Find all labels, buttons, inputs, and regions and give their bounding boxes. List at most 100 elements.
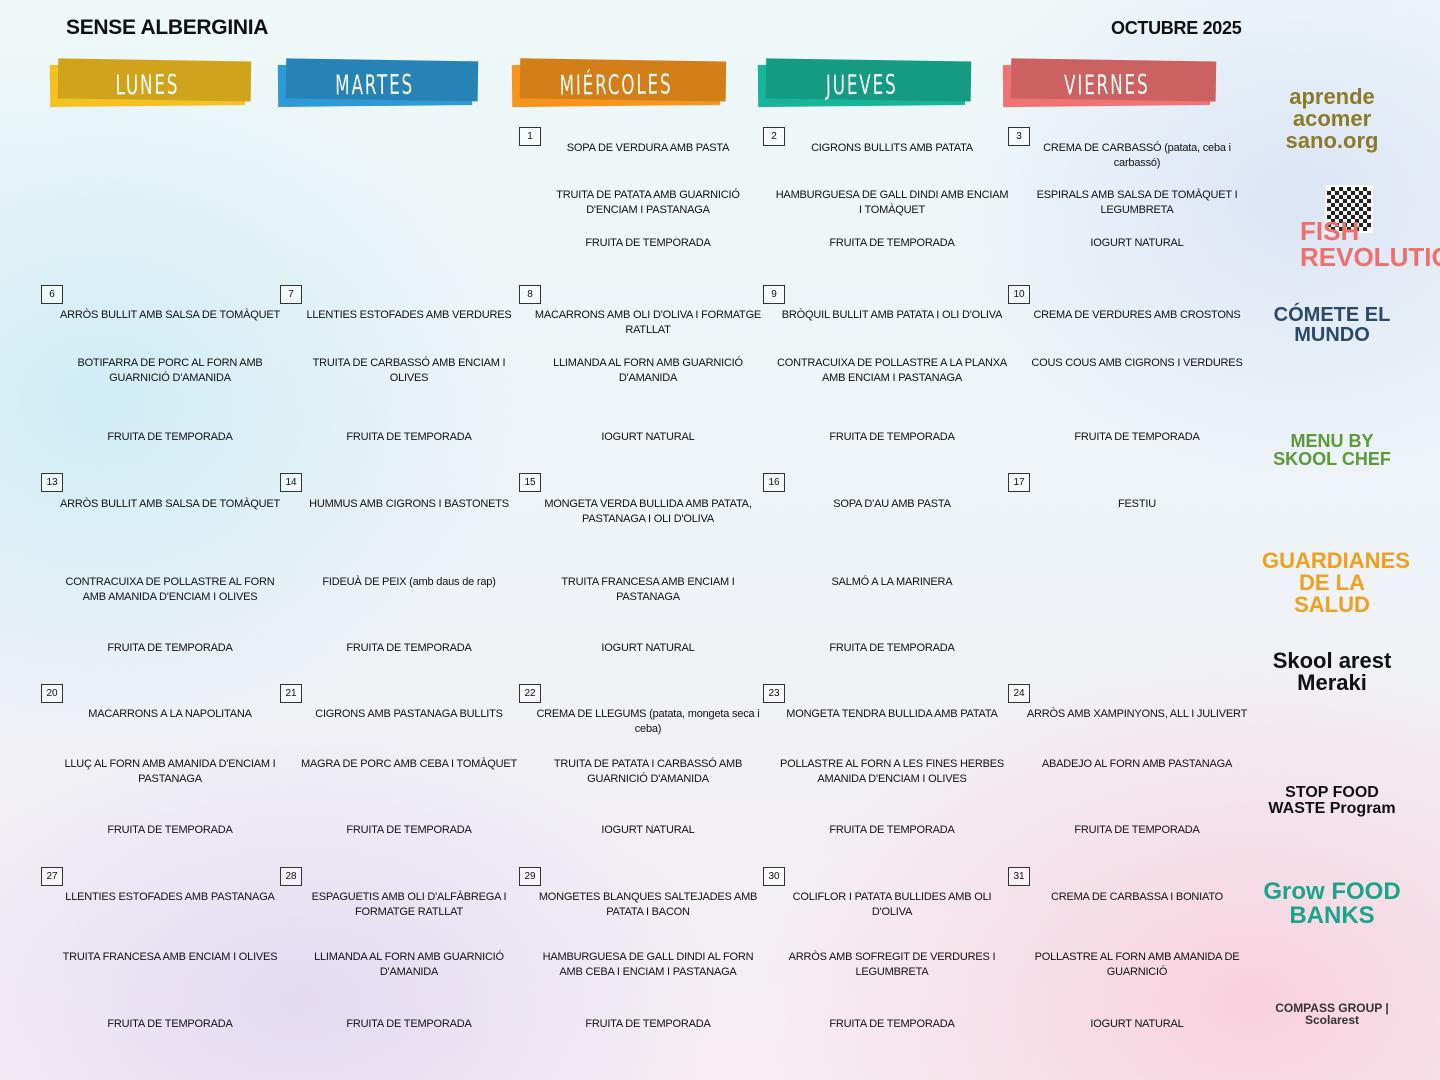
dish: FRUITA DE TEMPORADA [829, 431, 955, 443]
dish: COUS COUS AMB CIGRONS I VERDURES [1031, 357, 1243, 369]
dish: CREMA DE CARBASSÓ (patata, ceba i carbas… [1043, 142, 1231, 169]
dish: CREMA DE LLEGUMS (patata, mongeta seca i… [536, 708, 760, 735]
day-number: 22 [519, 684, 541, 703]
dish: FESTIU [1118, 498, 1156, 510]
day-number: 3 [1008, 127, 1030, 146]
dish: MONGETA VERDA BULLIDA AMB PATATA, PASTAN… [544, 498, 752, 525]
day-cell: 6 ARRÒS BULLIT AMB SALSA DE TOMÀQUET BOTIF… [41, 285, 281, 465]
day-cell: 15 MONGETA VERDA BULLIDA AMB PATATA, PAST… [519, 473, 759, 654]
weekday-header-1: MARTES [277, 62, 473, 108]
month-label: OCTUBRE 2025 [1111, 18, 1242, 38]
partner-logo: Grow FOOD BANKS [1263, 878, 1401, 929]
day-number: 14 [280, 473, 302, 492]
dish: MACARRONS AMB OLI D'OLIVA I FORMATGE RAT… [534, 309, 762, 336]
weekday-label: VIERNES [1063, 69, 1150, 101]
day-cell: 17 FESTIU [1008, 473, 1248, 653]
dish: FRUITA DE TEMPORADA [107, 824, 233, 836]
dish: LLENTIES ESTOFADES AMB PASTANAGA [65, 891, 275, 903]
weekday-label: LUNES [115, 69, 180, 101]
dish: FRUITA DE TEMPORADA [585, 1018, 711, 1030]
dish: HAMBURGUESA DE GALL DINDI AL FORN AMB CE… [542, 951, 754, 978]
dish: FRUITA DE TEMPORADA [1074, 431, 1200, 443]
dish: FRUITA DE TEMPORADA [829, 1018, 955, 1030]
partner-logo: GUARDIANES DE LA SALUD [1262, 548, 1410, 617]
day-cell: 29 MONGETES BLANQUES SALTEJADES AMB PATAT… [519, 867, 759, 1047]
dish: FRUITA DE TEMPORADA [1074, 824, 1200, 836]
qr-code[interactable] [1325, 185, 1373, 233]
partner-logo: CÓMETE EL MUNDO [1273, 304, 1391, 346]
day-cell: 7 LLENTIES ESTOFADES AMB VERDURES TRUITA D… [280, 285, 520, 465]
dish: LLUÇ AL FORN AMB AMANIDA D'ENCIAM I PAST… [64, 758, 276, 785]
day-number: 21 [280, 684, 302, 703]
dish: SOPA D'AU AMB PASTA [833, 498, 951, 510]
day-number: 2 [763, 127, 785, 146]
dish: ARRÒS AMB SOFREGIT DE VERDURES I LEGUMBR… [788, 951, 996, 978]
day-number: 31 [1008, 867, 1030, 886]
day-cell: 10 CREMA DE VERDURES AMB CROSTONS COUS COU… [1008, 285, 1248, 465]
partner-logo: COMPASS GROUP | Scolarest [1275, 1001, 1389, 1027]
dish: FRUITA DE TEMPORADA [829, 642, 955, 654]
dish: ABADEJO AL FORN AMB PASTANAGA [1041, 758, 1233, 770]
dish: TRUITA FRANCESA AMB ENCIAM I OLIVES [62, 951, 278, 963]
day-cell: 28 ESPAGUETIS AMB OLI D'ALFÀBREGA I FORMA… [280, 867, 520, 1047]
dish: FRUITA DE TEMPORADA [346, 824, 472, 836]
weekday-label: JUEVES [825, 69, 898, 101]
dish: IOGURT NATURAL [1090, 1018, 1184, 1030]
dish: TRUITA DE PATATA I CARBASSÓ AMB GUARNICI… [553, 758, 743, 785]
dish: HUMMUS AMB CIGRONS I BASTONETS [309, 498, 509, 510]
dish: POLLASTRE AL FORN AMB AMANIDA DE GUARNIC… [1034, 951, 1240, 978]
dish: CONTRACUIXA DE POLLASTRE A LA PLANXA AMB… [777, 357, 1007, 384]
dish: CIGRONS AMB PASTANAGA BULLITS [315, 708, 503, 720]
day-cell: 21 CIGRONS AMB PASTANAGA BULLITS MAGRA DE … [280, 684, 520, 864]
dish: IOGURT NATURAL [601, 642, 695, 654]
dish: MONGETES BLANQUES SALTEJADES AMB PATATA … [538, 891, 758, 918]
day-cell: 8 MACARRONS AMB OLI D'OLIVA I FORMATGE RA… [519, 285, 761, 465]
weekday-label: MARTES [335, 69, 415, 101]
partner-logo: Skool arest Meraki [1272, 648, 1392, 695]
day-cell: 30 COLIFLOR I PATATA BULLIDES AMB OLI D'O… [763, 867, 1003, 1047]
dish: FRUITA DE TEMPORADA [829, 824, 955, 836]
day-number: 6 [41, 285, 63, 304]
dish: HAMBURGUESA DE GALL DINDI AMB ENCIAM I T… [775, 189, 1009, 216]
partner-logo: STOP FOOD WASTE Program [1268, 784, 1396, 817]
day-number: 13 [41, 473, 63, 492]
day-number: 23 [763, 684, 785, 703]
dish: ESPAGUETIS AMB OLI D'ALFÀBREGA I FORMATG… [311, 891, 507, 918]
day-cell: 1 SOPA DE VERDURA AMB PASTA TRUITA DE PATA… [519, 127, 759, 307]
dish: COLIFLOR I PATATA BULLIDES AMB OLI D'OLI… [792, 891, 992, 918]
dish: FIDEUÀ DE PEIX (amb daus de rap) [322, 576, 496, 588]
weekday-header-2: MIÉRCOLES [511, 62, 721, 108]
dish: CREMA DE CARBASSA I BONIATO [1050, 891, 1224, 903]
day-cell: 27 LLENTIES ESTOFADES AMB PASTANAGA TRUITA… [41, 867, 281, 1047]
day-number: 7 [280, 285, 302, 304]
day-cell: 31 CREMA DE CARBASSA I BONIATO POLLASTRE A… [1008, 867, 1248, 1047]
day-cell: 14 HUMMUS AMB CIGRONS I BASTONETS FIDEUÀ D… [280, 473, 520, 654]
weekday-label: MIÉRCOLES [559, 68, 673, 102]
weekday-header-0: LUNES [49, 62, 246, 108]
dish: FRUITA DE TEMPORADA [107, 431, 233, 443]
day-number: 16 [763, 473, 785, 492]
partner-logo: aprende acomer sano.org [1285, 84, 1379, 153]
dish: LLIMANDA AL FORN AMB GUARNICIÓ D'AMANIDA [553, 357, 743, 384]
dish: SALMÓ A LA MARINERA [831, 576, 953, 588]
dish: IOGURT NATURAL [601, 431, 695, 443]
dish: IOGURT NATURAL [1090, 237, 1184, 249]
day-cell: 13 ARRÒS BULLIT AMB SALSA DE TOMÀQUET CONT… [41, 473, 281, 654]
day-cell: 3 CREMA DE CARBASSÓ (patata, ceba i carba… [1008, 127, 1248, 307]
day-number: 27 [41, 867, 63, 886]
day-number: 24 [1008, 684, 1030, 703]
dish: CIGRONS BULLITS AMB PATATA [811, 142, 973, 154]
day-number: 29 [519, 867, 541, 886]
dish: TRUITA FRANCESA AMB ENCIAM I PASTANAGA [561, 576, 735, 603]
dish: CREMA DE VERDURES AMB CROSTONS [1033, 309, 1241, 321]
dish: MAGRA DE PORC AMB CEBA I TOMÀQUET [300, 758, 518, 770]
day-number: 1 [519, 127, 541, 146]
day-number: 8 [519, 285, 541, 304]
dish: MACARRONS A LA NAPOLITANA [88, 708, 252, 720]
dish: FRUITA DE TEMPORADA [346, 431, 472, 443]
dish: ESPIRALS AMB SALSA DE TOMÀQUET I LEGUMBR… [1036, 189, 1238, 216]
dish: TRUITA DE PATATA AMB GUARNICIÓ D'ENCIAM … [556, 189, 740, 216]
partner-logo: FISH REVOLUTION [1300, 216, 1440, 272]
day-number: 9 [763, 285, 785, 304]
dish: POLLASTRE AL FORN A LES FINES HERBES AMA… [779, 758, 1005, 785]
